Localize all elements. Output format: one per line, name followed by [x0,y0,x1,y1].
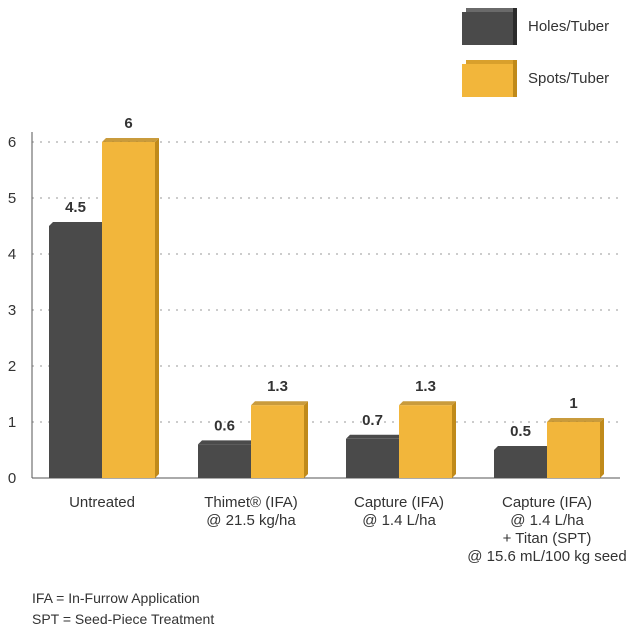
data-label-1-2: 1.3 [415,378,436,395]
bar-0-0 [49,226,102,478]
bar-top-1-1 [251,401,308,406]
bar-top-0-3 [494,446,551,450]
footnote-ifa: IFA = In-Furrow Application [32,590,200,606]
data-label-0-1: 0.6 [214,417,235,434]
y-tick-label-1: 1 [8,414,16,431]
legend-label-spots: Spots/Tuber [528,70,610,87]
category-label-1-0: Thimet® (IFA) [204,494,298,511]
bar-side-1-1 [304,401,308,478]
y-tick-label-2: 2 [8,358,16,375]
category-label-2-0: Capture (IFA) [354,494,444,511]
bar-side-1-0 [155,138,159,478]
category-label-3-2: + Titan (SPT) [503,530,592,547]
bar-1-0 [102,142,155,478]
data-label-0-2: 0.7 [362,412,383,429]
category-label-1-1: @ 21.5 kg/ha [206,512,296,529]
bar-1-2 [399,405,452,478]
category-label-0-0: Untreated [69,494,135,511]
bar-side-1-3 [600,418,604,478]
data-label-0-0: 4.5 [65,199,86,216]
data-label-1-0: 6 [124,115,132,132]
y-tick-label-3: 3 [8,302,16,319]
bar-top-1-2 [399,401,456,406]
category-label-3-3: @ 15.6 mL/100 kg seed [467,548,627,565]
bar-1-1 [251,405,304,478]
footnotes: IFA = In-Furrow Application SPT = Seed-P… [32,588,214,630]
data-label-0-3: 0.5 [510,423,531,440]
legend-label-holes: Holes/Tuber [528,18,610,35]
bar-top-0-2 [346,434,403,439]
bar-side-1-2 [452,401,456,478]
bar-top-1-3 [547,418,604,422]
legend-swatch-holes [462,8,517,45]
bar-top-1-0 [102,138,159,142]
y-tick-label-6: 6 [8,134,16,151]
y-tick-label-5: 5 [8,190,16,207]
footnote-spt: SPT = Seed-Piece Treatment [32,611,215,627]
data-label-1-1: 1.3 [267,378,288,395]
y-tick-label-4: 4 [8,246,16,263]
bar-1-3 [547,422,600,478]
legend-swatch-spots [462,60,517,97]
data-label-1-3: 1 [569,395,577,412]
bar-0-2 [346,438,399,478]
y-tick-label-0: 0 [8,470,16,487]
category-label-3-0: Capture (IFA) [502,494,592,511]
bar-0-3 [494,450,547,478]
category-label-2-1: @ 1.4 L/ha [362,512,436,529]
category-label-3-1: @ 1.4 L/ha [510,512,584,529]
bar-top-0-0 [49,222,106,226]
bar-0-1 [198,444,251,478]
bar-top-0-1 [198,440,255,445]
